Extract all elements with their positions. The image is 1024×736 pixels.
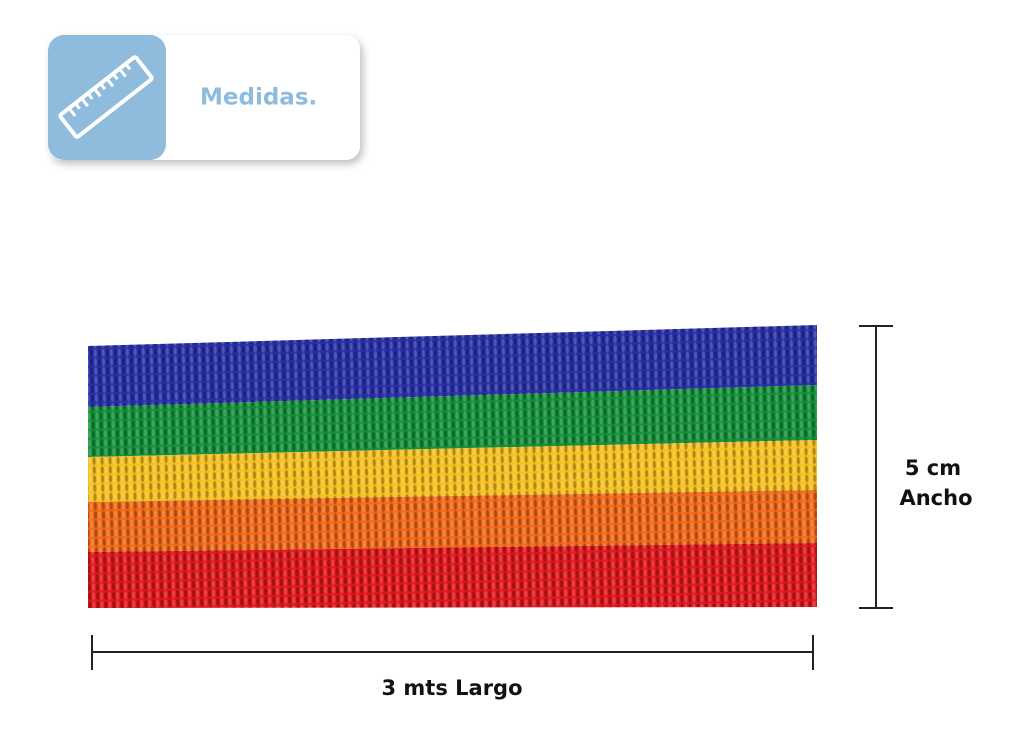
length-label: 3 mts Largo: [381, 676, 522, 700]
header-title: Medidas.: [200, 85, 317, 111]
strap: [88, 325, 817, 608]
width-dimension-line: [859, 325, 893, 609]
ruler-icon: [58, 55, 154, 139]
length-dimension-line: [91, 635, 814, 670]
width-value: 5 cm: [905, 456, 961, 480]
width-label: Ancho: [899, 486, 972, 510]
icon-background: [48, 35, 166, 160]
header-card: Medidas.: [48, 35, 360, 160]
